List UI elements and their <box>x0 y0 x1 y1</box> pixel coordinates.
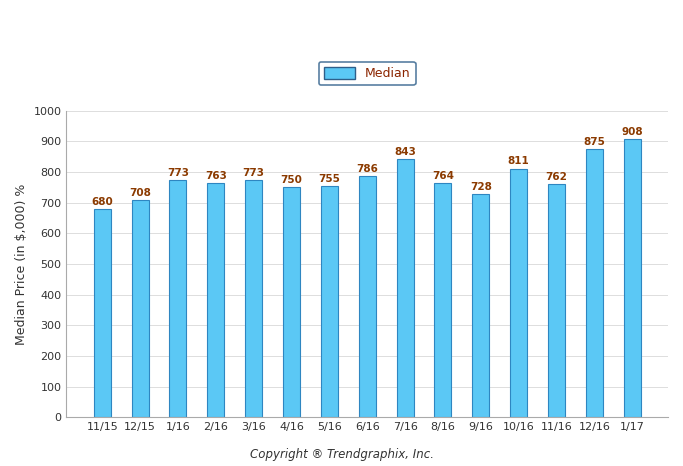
Bar <box>245 180 262 418</box>
Text: 762: 762 <box>546 171 568 182</box>
Text: 728: 728 <box>470 182 492 192</box>
Bar <box>94 209 111 418</box>
Text: 750: 750 <box>281 175 303 185</box>
Bar <box>169 180 186 418</box>
Bar <box>624 139 641 418</box>
Text: 908: 908 <box>622 127 643 137</box>
Bar <box>208 183 224 418</box>
Text: 811: 811 <box>507 157 529 166</box>
Text: 843: 843 <box>394 147 416 157</box>
Text: Copyright ® Trendgraphix, Inc.: Copyright ® Trendgraphix, Inc. <box>249 448 434 461</box>
Bar <box>397 159 414 418</box>
Bar <box>548 184 565 418</box>
Bar <box>586 149 603 418</box>
Bar <box>510 169 527 418</box>
Text: 708: 708 <box>129 188 151 198</box>
Text: 764: 764 <box>432 171 454 181</box>
Bar <box>283 187 300 418</box>
Text: 773: 773 <box>242 168 265 178</box>
Text: 680: 680 <box>92 197 113 207</box>
Y-axis label: Median Price (in $,000) %: Median Price (in $,000) % <box>15 183 28 345</box>
Bar <box>434 183 451 418</box>
Legend: Median: Median <box>319 62 416 85</box>
Bar <box>359 176 376 418</box>
Text: 786: 786 <box>357 164 378 174</box>
Text: 773: 773 <box>167 168 189 178</box>
Text: 875: 875 <box>583 137 605 147</box>
Bar <box>472 194 489 418</box>
Text: 763: 763 <box>205 171 227 181</box>
Text: 755: 755 <box>318 174 340 184</box>
Bar <box>132 200 149 418</box>
Bar <box>321 186 338 418</box>
